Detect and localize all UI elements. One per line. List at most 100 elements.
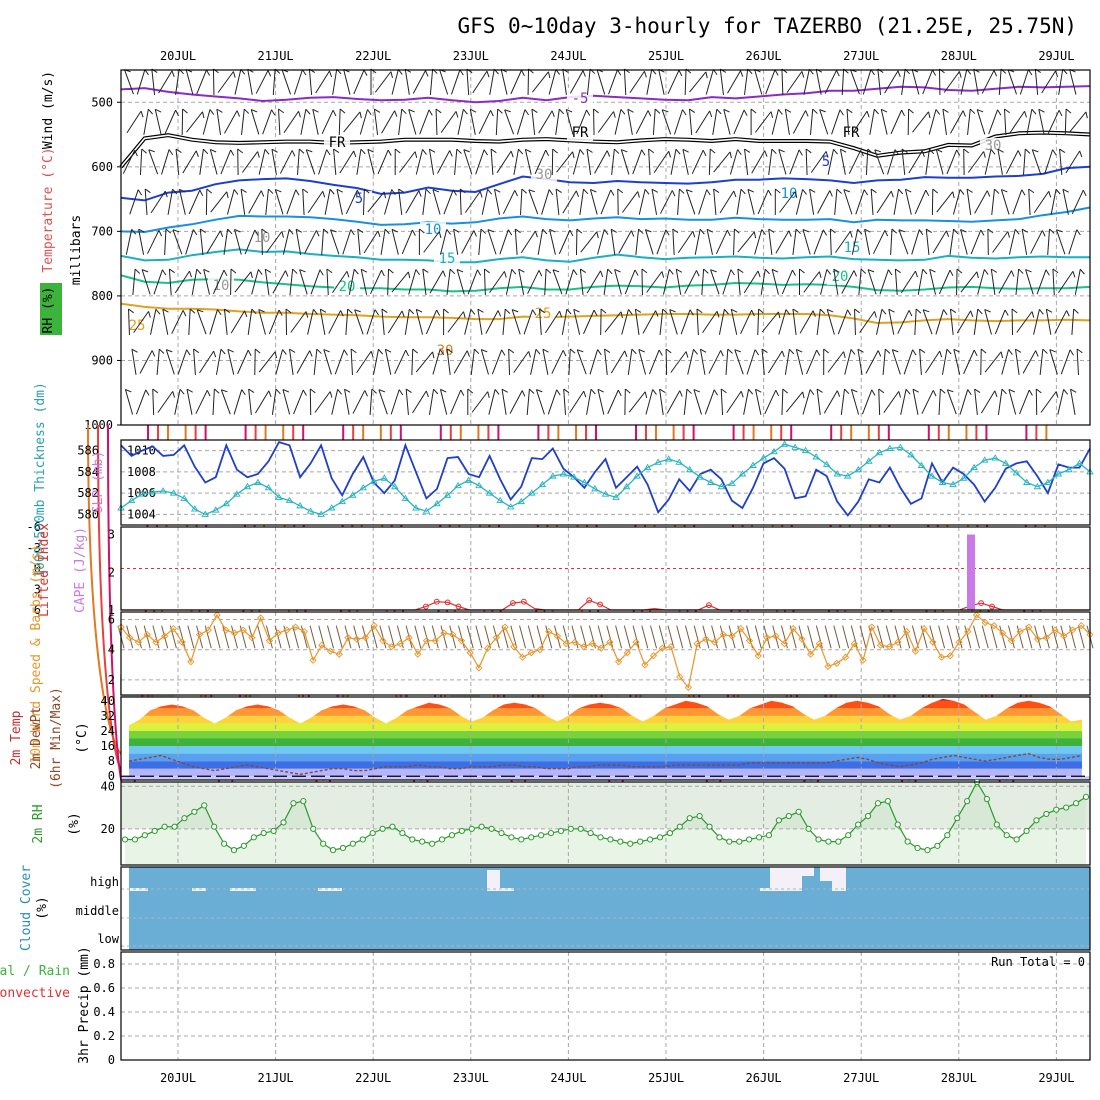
barb-flag — [777, 311, 781, 319]
wind-barb — [481, 188, 493, 215]
wind-barb — [302, 188, 309, 216]
wind-barb — [894, 268, 901, 296]
barb-flag — [278, 108, 285, 114]
wind-barb — [398, 108, 407, 135]
barb-flag — [877, 350, 882, 357]
barb-flag — [726, 229, 731, 237]
rh-point — [290, 800, 297, 807]
wind-barb — [378, 389, 388, 415]
wind-barb — [715, 229, 731, 254]
wind-barb — [405, 388, 412, 415]
wind-barb — [147, 230, 163, 254]
wind-barb — [126, 110, 144, 134]
rh-point — [964, 798, 971, 805]
barb-staff — [819, 109, 829, 135]
wind-barb — [387, 268, 394, 296]
surface-wind-barb — [300, 625, 308, 649]
barb-flag — [298, 111, 301, 118]
barb-staff — [874, 149, 885, 175]
barb-flag — [271, 148, 278, 153]
wind-barb — [384, 348, 392, 375]
wind-barb — [162, 308, 169, 335]
rh-point — [1072, 800, 1080, 807]
wind-barb — [867, 269, 877, 295]
wind-barb — [478, 110, 494, 134]
wind-barb — [614, 268, 622, 295]
rh-point — [557, 827, 565, 835]
barb-flag — [870, 188, 877, 194]
barb-flag — [582, 70, 586, 77]
barb-staff — [661, 109, 672, 135]
barb-staff — [687, 349, 695, 375]
wind-barb — [953, 348, 961, 375]
wind-barb — [491, 349, 506, 375]
barb-staff — [1004, 108, 1007, 136]
barb-staff — [440, 111, 457, 133]
barb-staff — [785, 391, 804, 413]
thickness-point — [275, 493, 283, 500]
barb-staff — [720, 388, 724, 416]
barb-staff — [784, 109, 790, 135]
barb-flag — [359, 111, 362, 119]
wind-barb — [1025, 269, 1034, 295]
precip-tick-label: 0.6 — [93, 981, 115, 995]
wind-barb — [251, 269, 263, 295]
wind-barb — [852, 110, 870, 134]
thickness-point — [865, 457, 873, 464]
wind-barb — [125, 228, 137, 255]
barb-staff — [858, 269, 862, 295]
wind-barb — [469, 108, 477, 135]
wind-barb — [708, 350, 724, 374]
barb-flag — [199, 189, 204, 197]
wind-barb — [841, 270, 857, 294]
barb-staff — [404, 309, 410, 335]
barb-staff — [156, 349, 160, 375]
wind-barb — [919, 348, 926, 376]
barb-flag — [737, 268, 744, 274]
barb-flag — [439, 349, 445, 356]
barb-staff — [850, 69, 860, 95]
barb-staff — [195, 390, 208, 414]
surface-wind-barb — [894, 625, 902, 649]
barb-flag — [1079, 150, 1083, 158]
barb-flag — [960, 228, 967, 233]
rh-point — [171, 823, 178, 830]
barb-staff — [226, 189, 235, 215]
wind-speed-point — [658, 644, 666, 652]
barb-staff — [1047, 110, 1060, 134]
wind-speed-point — [213, 611, 221, 619]
barb-flag — [401, 310, 405, 318]
surface-wind-barb — [763, 625, 771, 649]
wind-barb — [988, 109, 1002, 135]
barb-flag — [539, 308, 546, 314]
wind-speed-point — [335, 650, 343, 658]
barb-flag — [658, 349, 663, 356]
barb-flag — [774, 188, 781, 194]
barb-flag — [1032, 149, 1039, 153]
barb-staff — [891, 349, 901, 375]
rh-point — [201, 802, 208, 809]
wind-speed-point — [414, 650, 422, 658]
barb-flag — [531, 108, 538, 113]
barb-flag — [390, 71, 393, 78]
wind-barb — [411, 348, 418, 376]
wind-barb — [223, 308, 231, 335]
barb-flag — [801, 71, 805, 78]
barb-staff — [712, 109, 718, 135]
barb-staff — [604, 349, 608, 375]
barb-staff — [475, 149, 485, 175]
wind-speed-point — [536, 646, 544, 654]
contour-label-bg — [839, 240, 865, 256]
wind-barb — [258, 149, 270, 175]
barb-staff — [485, 310, 499, 334]
barb-flag — [871, 389, 876, 396]
surface-wind-barb — [650, 625, 657, 649]
wind-barb — [359, 109, 372, 135]
wind-barb — [952, 189, 965, 215]
barb-flag — [224, 308, 231, 313]
surface-wind-barb — [684, 625, 692, 649]
barb-staff — [652, 108, 656, 136]
barb-staff — [629, 70, 645, 94]
wind-speed-point — [492, 634, 501, 642]
